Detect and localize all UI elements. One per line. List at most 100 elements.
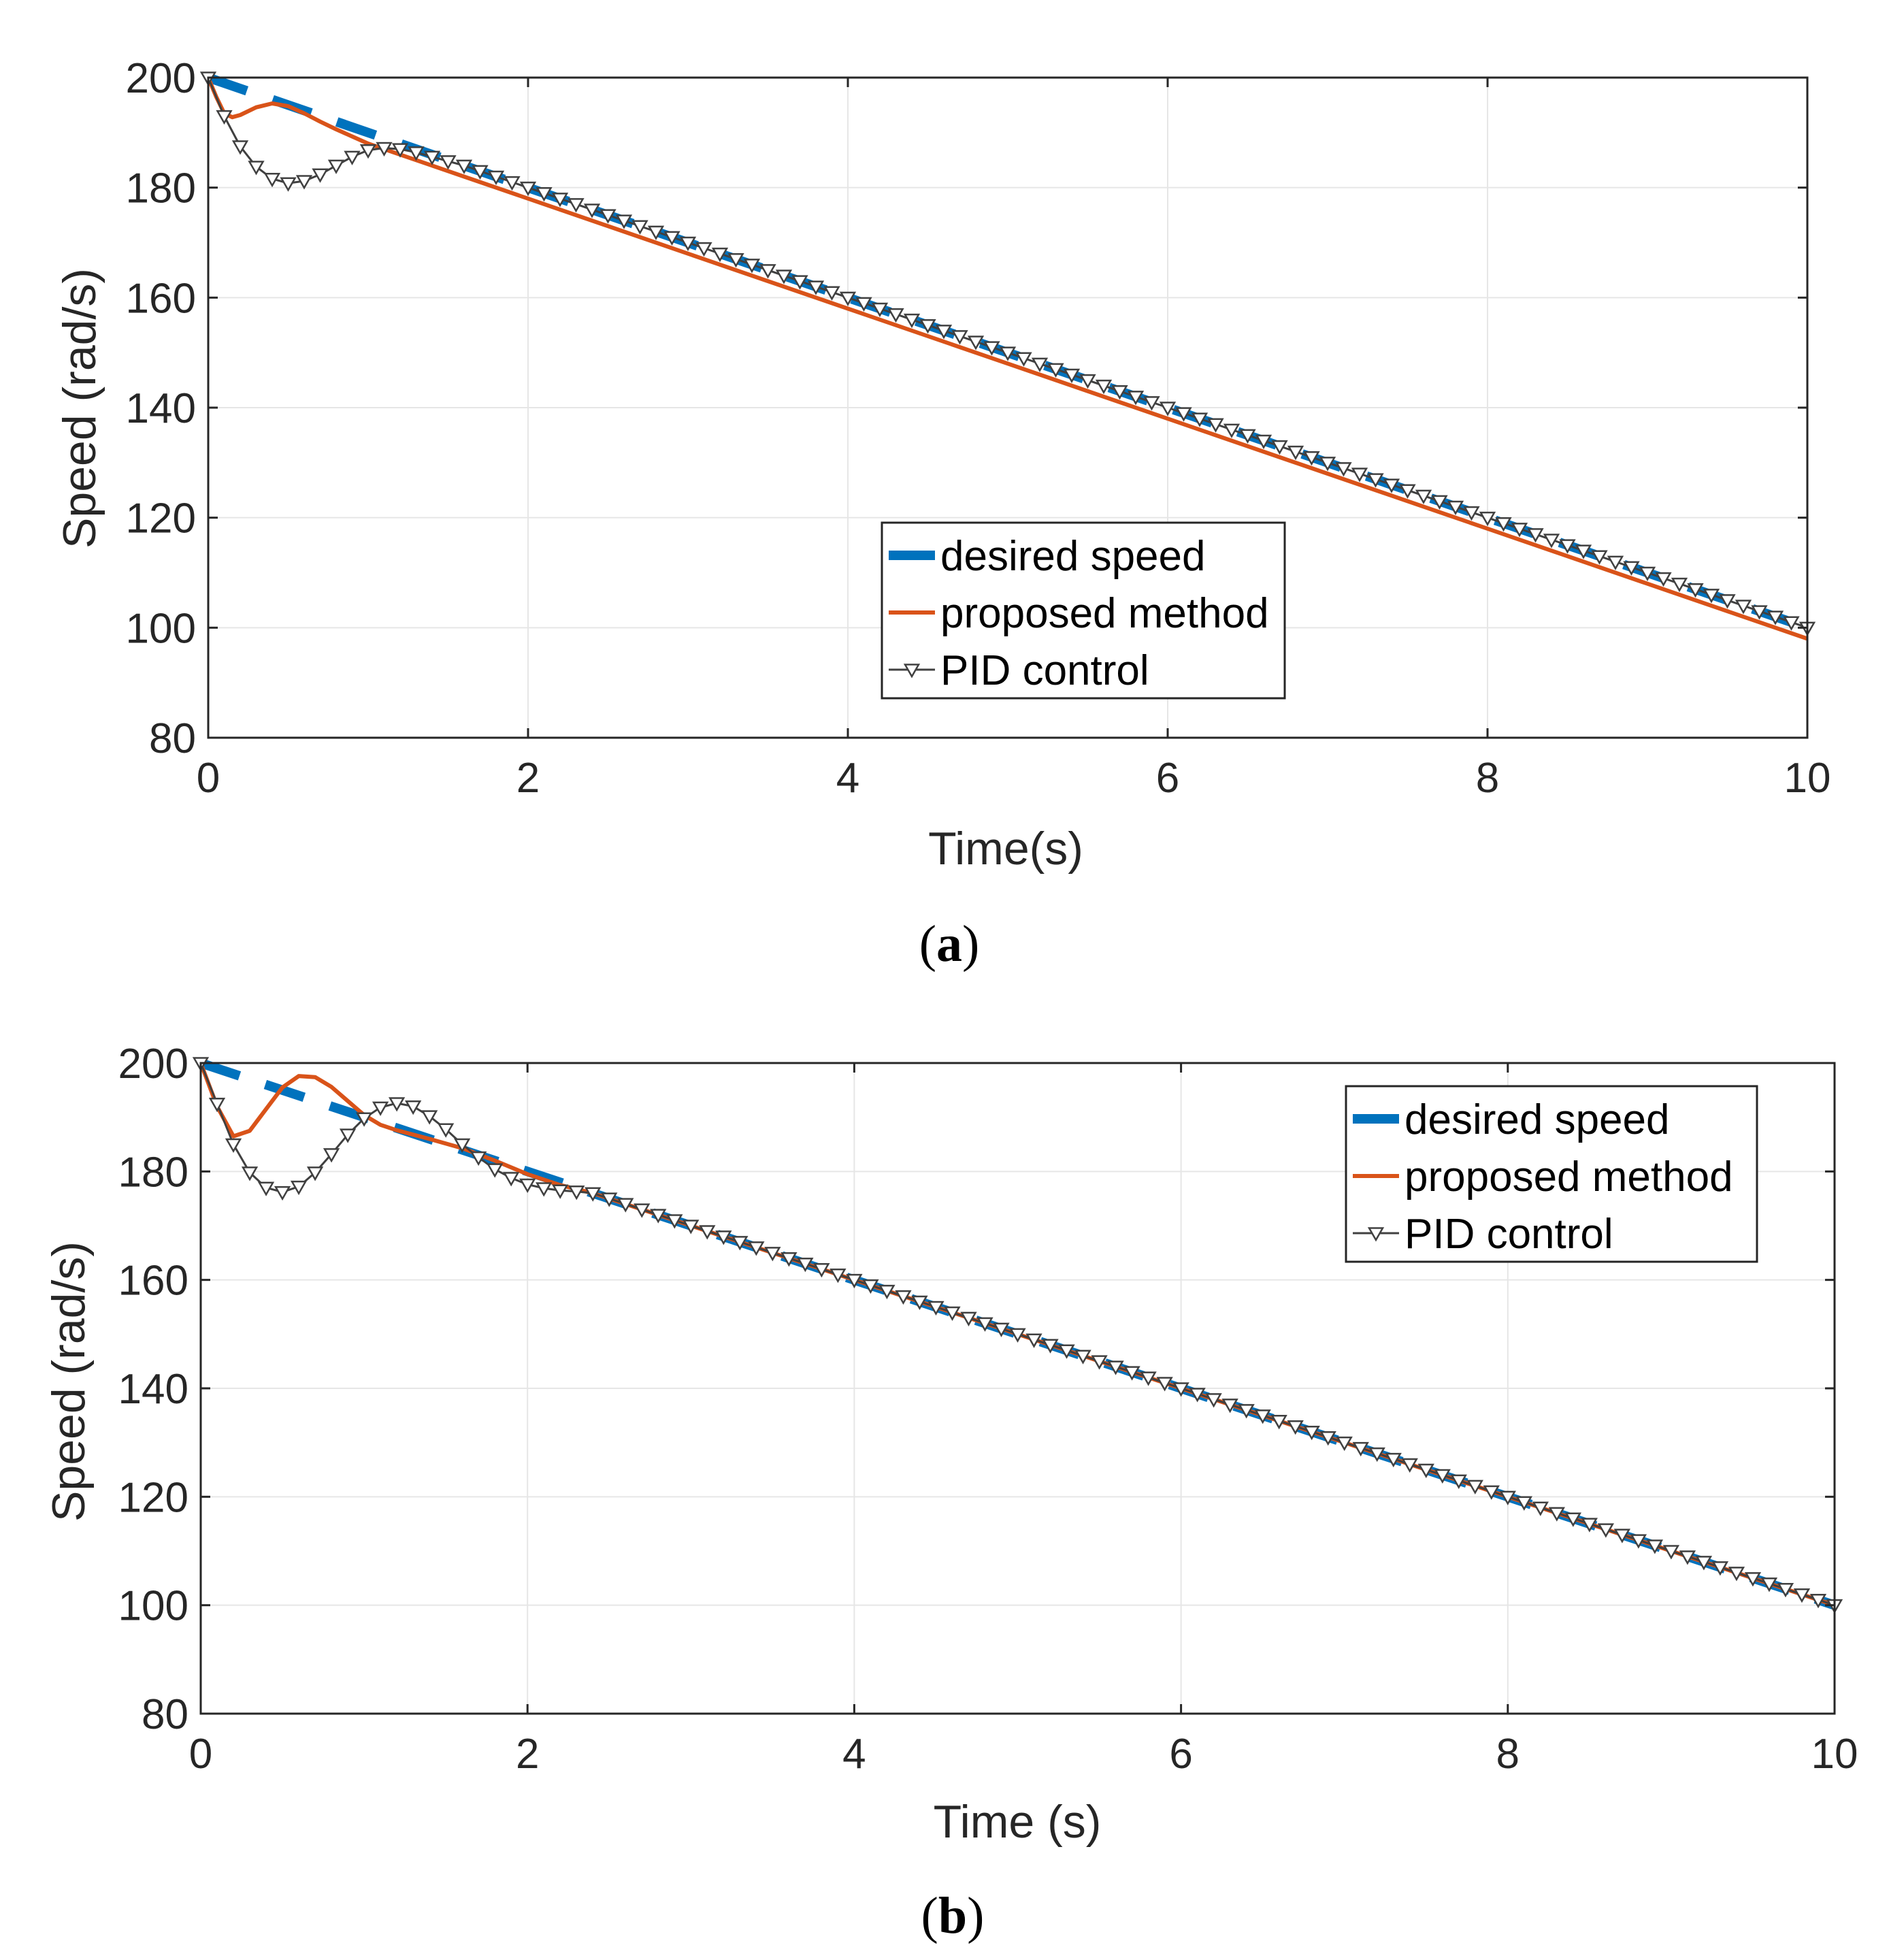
pid-marker [1156, 1377, 1173, 1392]
pid-marker [1009, 1328, 1026, 1343]
x-tick-label: 8 [1496, 1731, 1520, 1778]
pid-marker [887, 308, 904, 323]
pid-marker [983, 341, 1000, 356]
pid-marker [1575, 544, 1592, 559]
pid-marker [1270, 1415, 1287, 1430]
pid-marker [748, 1241, 765, 1256]
pid-marker [1352, 1441, 1369, 1457]
x-axis-label: Time (s) [934, 1796, 1102, 1848]
legend-marker [1367, 1227, 1385, 1242]
pid-marker [1662, 1545, 1680, 1560]
pid-marker [568, 198, 585, 213]
pid-marker [306, 1166, 324, 1181]
pid-marker [312, 168, 329, 183]
pid-marker [1095, 379, 1113, 395]
pid-marker [1466, 1480, 1483, 1494]
pid-marker [1431, 495, 1448, 510]
pid-marker [1809, 1593, 1827, 1609]
pid-marker [1319, 457, 1336, 472]
pid-marker [1399, 484, 1416, 499]
y-tick-label: 160 [118, 1258, 188, 1305]
legend-label: PID control [1405, 1211, 1613, 1258]
pid-marker [1597, 1523, 1615, 1538]
pid-marker [455, 159, 473, 174]
pid-marker [1607, 555, 1624, 570]
x-tick-label: 4 [836, 755, 859, 802]
pid-marker [1140, 1371, 1157, 1386]
x-tick-label: 10 [1784, 755, 1831, 802]
pid-marker [1074, 1350, 1091, 1365]
y-tick-label: 180 [126, 165, 196, 212]
pid-marker [263, 172, 281, 188]
pid-marker [601, 1192, 618, 1207]
pid-marker [1767, 610, 1784, 625]
caption-a: (a) [919, 915, 980, 973]
pid-marker [715, 1230, 732, 1245]
pid-marker [583, 203, 601, 218]
pid-marker [208, 1098, 226, 1113]
pid-marker [1639, 566, 1656, 582]
y-tick-label: 100 [126, 605, 196, 652]
legend-box [1345, 1085, 1758, 1263]
y-tick-label: 180 [118, 1149, 188, 1196]
legend: desired speed proposed method PID control [1345, 1085, 1758, 1263]
pid-marker [813, 1262, 830, 1278]
pid-marker [1744, 1572, 1762, 1587]
pid-marker [1623, 561, 1640, 576]
pid-marker [855, 297, 872, 312]
y-tick-label: 100 [118, 1583, 188, 1630]
y-axis-label: Speed (rad/s) [43, 1241, 95, 1522]
pid-marker [231, 140, 249, 155]
legend: desired speed proposed method PID control [881, 521, 1286, 700]
pid-marker [999, 346, 1017, 361]
pid-marker [327, 159, 345, 174]
pid-marker [1783, 616, 1800, 631]
pid-marker [1687, 583, 1704, 598]
pid-marker [295, 175, 313, 190]
pid-marker [408, 146, 425, 161]
y-axis-label: Speed (rad/s) [54, 268, 105, 549]
pid-marker [1564, 1512, 1581, 1527]
pid-marker [1091, 1355, 1108, 1370]
pid-marker [683, 1220, 700, 1235]
pid-marker [248, 161, 265, 176]
pid-marker [911, 1295, 928, 1311]
pid-marker [1719, 594, 1736, 609]
x-tick-label: 0 [189, 1731, 212, 1778]
pid-marker [1287, 445, 1304, 461]
legend-label: desired speed [1405, 1096, 1670, 1143]
pid-marker [1511, 523, 1528, 538]
pid-marker [1543, 534, 1560, 549]
pid-marker [1479, 511, 1496, 527]
pid-marker [743, 259, 761, 274]
legend-label: proposed method [940, 590, 1269, 637]
pid-marker [1613, 1529, 1631, 1544]
pid-marker [1703, 589, 1720, 604]
pid-marker [1127, 391, 1145, 406]
pid-marker [225, 1138, 242, 1154]
pid-marker [1385, 1452, 1402, 1468]
pid-marker [585, 1187, 602, 1202]
pid-marker [871, 302, 889, 318]
pid-marker [1172, 1382, 1189, 1397]
y-tick-label: 120 [118, 1474, 188, 1521]
pid-marker [862, 1279, 879, 1294]
legend-label: PID control [940, 647, 1149, 694]
pid-marker [1107, 1360, 1124, 1375]
pid-marker [519, 1178, 536, 1193]
pid-marker [257, 1181, 275, 1196]
chart-panel-a: 0 2 4 6 8 10 80 100 120 140 160 180 200 Time(s) Spee… [54, 55, 1830, 973]
x-tick-label: 2 [516, 755, 540, 802]
pid-marker [1415, 489, 1432, 504]
pid-marker [781, 1252, 798, 1267]
pid-marker [1751, 605, 1768, 620]
pid-marker [1287, 1420, 1304, 1435]
pid-marker [568, 1186, 585, 1200]
pid-marker [951, 330, 968, 345]
x-tick-label: 0 [197, 755, 220, 802]
pid-marker [1058, 1344, 1075, 1359]
pid-marker [679, 236, 697, 252]
x-tick-label: 2 [516, 1731, 539, 1778]
legend-marker [903, 664, 921, 679]
pid-marker [1368, 1447, 1385, 1463]
